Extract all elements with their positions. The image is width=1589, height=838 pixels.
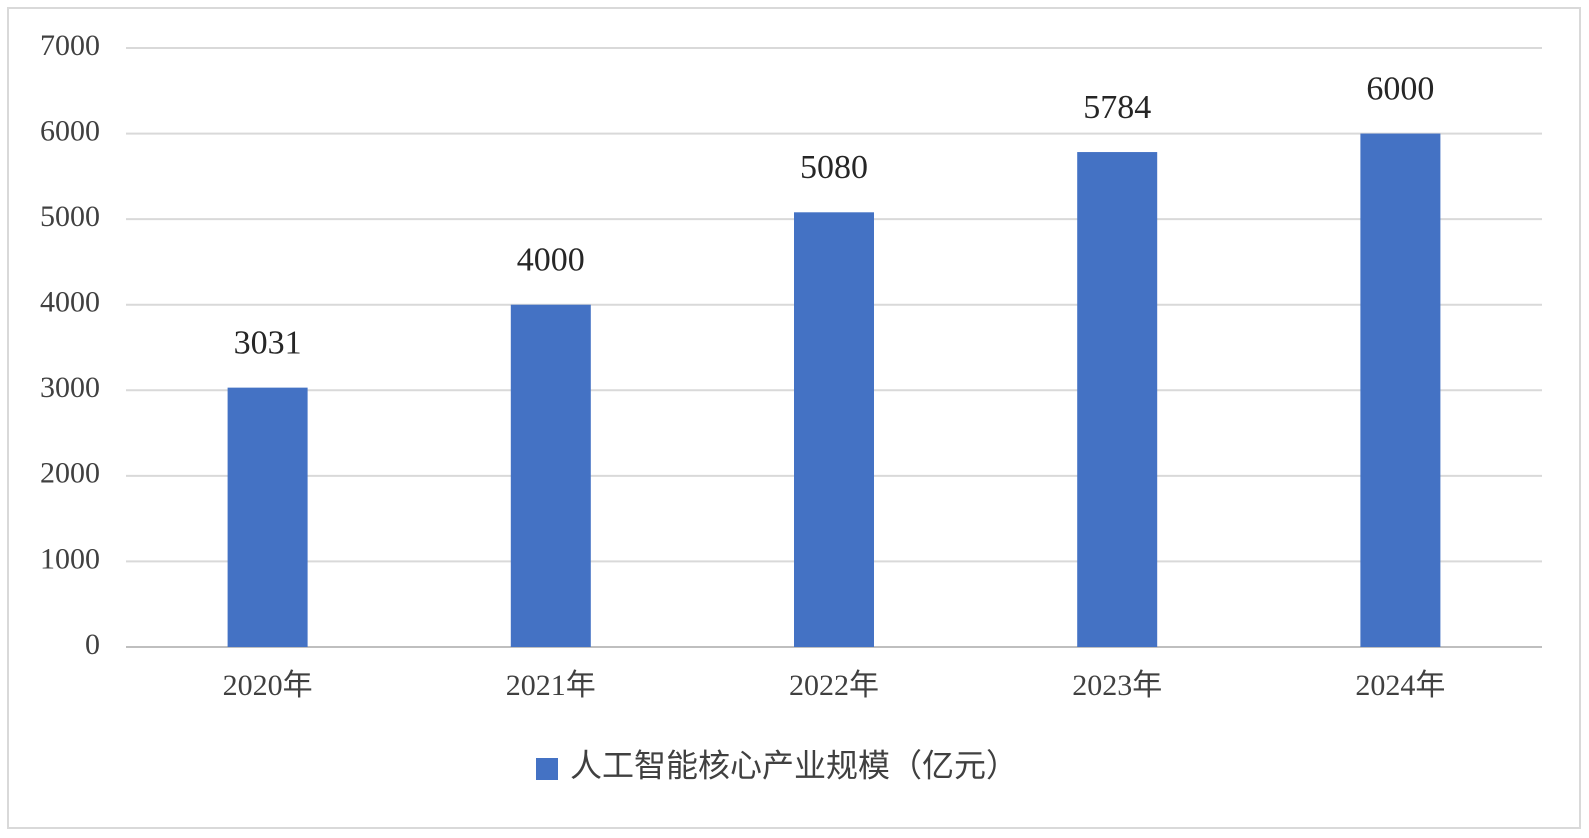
x-tick-label: 2021年 <box>506 669 596 702</box>
y-tick-label: 0 <box>85 628 100 661</box>
bar <box>227 387 308 647</box>
bar <box>510 304 591 647</box>
x-tick-label: 2023年 <box>1072 669 1162 702</box>
bar <box>1360 133 1441 648</box>
y-tick-label: 3000 <box>40 371 100 404</box>
x-tick-label: 2024年 <box>1355 669 1445 702</box>
y-tick-label: 4000 <box>40 286 100 319</box>
data-label: 4000 <box>517 242 585 279</box>
legend-swatch <box>536 758 558 780</box>
bar <box>794 212 874 647</box>
y-tick-label: 7000 <box>40 29 100 62</box>
x-tick-label: 2022年 <box>789 669 879 702</box>
y-tick-label: 5000 <box>40 200 100 233</box>
y-tick-label: 6000 <box>40 114 100 147</box>
data-label: 5784 <box>1083 89 1151 126</box>
bar <box>1077 152 1158 647</box>
y-tick-label: 2000 <box>40 457 100 490</box>
data-label: 6000 <box>1366 70 1434 107</box>
x-tick-label: 2020年 <box>223 669 313 702</box>
data-label: 5080 <box>800 149 868 186</box>
y-tick-label: 1000 <box>40 542 100 575</box>
data-label: 3031 <box>234 324 302 361</box>
legend-label: 人工智能核心产业规模（亿元） <box>570 747 1018 783</box>
